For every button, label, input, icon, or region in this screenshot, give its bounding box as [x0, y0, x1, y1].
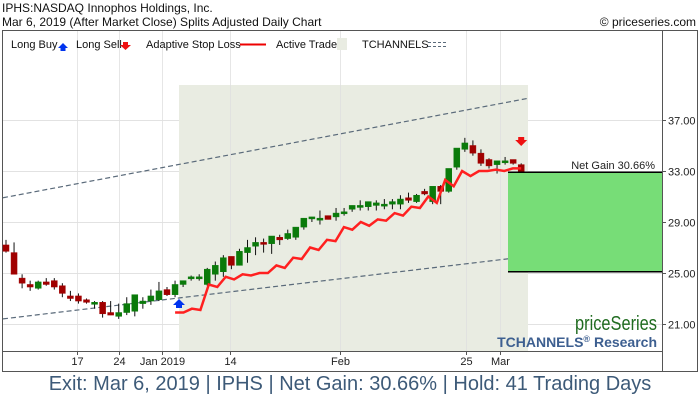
svg-text:Jan 2019: Jan 2019 — [140, 356, 185, 368]
legend-adaptive-stop: Adaptive Stop Loss — [146, 39, 241, 51]
long-sell-arrow-icon — [515, 137, 528, 146]
legend-long-buy: Long Buy — [11, 39, 58, 51]
price-chart: Net Gain 30.66% 37.00 33.00 29.00 25.00 21.0… — [2, 30, 698, 372]
legend-sell-arrow-icon — [120, 42, 131, 50]
adaptive-stop-loss-line — [175, 167, 522, 314]
svg-text:21.00: 21.00 — [668, 320, 696, 332]
legend-active-trade: Active Trade — [276, 39, 337, 51]
watermark-research: TCHANNELS® Research — [497, 334, 657, 350]
chart-title: IPHS:NASDAQ Innophos Holdings, Inc. — [2, 1, 213, 15]
svg-text:Feb: Feb — [331, 356, 350, 368]
trade-summary-footer: Exit: Mar 6, 2019 | IPHS | Net Gain: 30.… — [48, 373, 652, 395]
svg-text:Mar: Mar — [491, 356, 510, 368]
active-trade-region — [179, 85, 528, 351]
candles — [2, 137, 525, 319]
legend-long-sell: Long Sell — [76, 39, 122, 51]
net-gain-label: Net Gain 30.66% — [571, 160, 655, 172]
svg-text:14: 14 — [224, 356, 236, 368]
x-axis-ticks: 17 24 Jan 2019 14 Feb 25 Mar — [71, 351, 510, 368]
svg-text:17: 17 — [71, 356, 83, 368]
svg-text:37.00: 37.00 — [668, 116, 696, 128]
legend-active-trade-swatch — [337, 38, 347, 50]
svg-text:24: 24 — [113, 356, 125, 368]
outer-frame — [2, 30, 698, 372]
watermark-brand: priceSeries — [575, 313, 657, 335]
chart-subtitle: Mar 6, 2019 (After Market Close) Splits … — [2, 15, 322, 29]
svg-text:33.00: 33.00 — [668, 167, 696, 179]
legend-tchannels: TCHANNELS — [362, 39, 429, 51]
svg-text:25.00: 25.00 — [668, 269, 696, 281]
y-axis-ticks: 37.00 33.00 29.00 25.00 21.00 — [662, 116, 696, 332]
net-gain-box — [508, 171, 662, 273]
legend-buy-arrow-icon — [58, 43, 68, 51]
legend: Long Buy Long Sell Adaptive Stop Loss Ac… — [11, 38, 447, 51]
svg-text:25: 25 — [460, 356, 472, 368]
tchannels — [2, 97, 529, 320]
svg-text:29.00: 29.00 — [668, 218, 696, 230]
copyright: © priceseries.com — [599, 15, 696, 29]
vertical-grid — [77, 31, 501, 351]
long-buy-arrow-icon — [173, 299, 185, 308]
